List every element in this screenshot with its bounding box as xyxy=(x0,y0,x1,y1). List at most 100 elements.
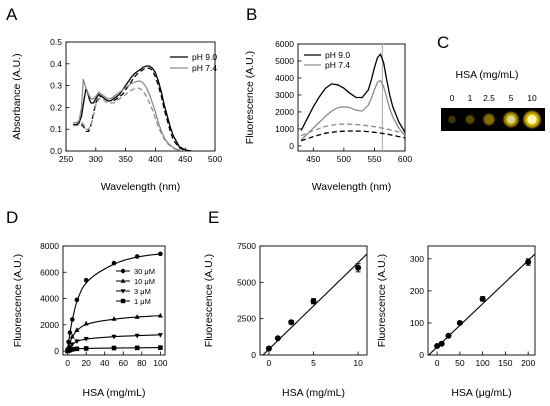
y-tick-label: 2000 xyxy=(40,320,59,330)
titration-point xyxy=(157,312,163,318)
y-tick-label: 0.1 xyxy=(50,124,62,134)
x-tick-label: 300 xyxy=(89,154,103,164)
x-tick-label: 500 xyxy=(337,154,351,164)
panel-letter-b: B xyxy=(246,5,257,24)
y-tick-label: 100 xyxy=(410,318,424,328)
hsa-titration-chart: 0 20 40 60 80 100 0 2000 4000 6000 8000 HSA (mg/mL)… xyxy=(12,241,168,399)
well-spot xyxy=(447,114,457,125)
fluorescence-series-line xyxy=(300,130,405,142)
legend-label: 10 μM xyxy=(134,277,155,286)
titration-point xyxy=(157,333,163,338)
titration-point xyxy=(74,297,80,303)
y-axis-label: Fluorescence (A.U.) xyxy=(244,51,256,144)
y-tick-label: 1000 xyxy=(275,124,294,134)
hsa-concentration-label: 2.5 xyxy=(483,93,495,103)
y-tick-label: 0 xyxy=(54,346,59,356)
x-axis-label: HSA (mg/mL) xyxy=(282,387,345,399)
y-tick-label: 8000 xyxy=(40,241,59,251)
x-tick-label: 0 xyxy=(435,358,440,368)
absorbance-series-line xyxy=(73,87,186,151)
legend-label: pH 9.0 xyxy=(325,50,350,60)
x-tick-label: 40 xyxy=(100,358,110,368)
x-tick-label: 0 xyxy=(65,358,70,368)
plot-frame xyxy=(297,43,406,152)
x-axis-label: Wavelength (nm) xyxy=(312,181,392,193)
y-tick-label: 5000 xyxy=(237,277,256,287)
calibration-ug-chart: 0 50 100 150 200 0 100 200 300 HSA (μg/mL) Fluores… xyxy=(376,245,536,399)
titration-point xyxy=(67,330,73,335)
titration-point xyxy=(69,317,75,322)
y-axis-label: Fluorescence (A.U.) xyxy=(376,254,388,347)
calibration-fit-line xyxy=(428,253,535,355)
fluorescence-spectra-chart: 450 500 550 6000100020003000400050006000Wav… xyxy=(244,39,412,193)
legend-label: pH 7.4 xyxy=(325,60,350,70)
x-tick-label: 250 xyxy=(59,154,73,164)
panel-letter-d: D xyxy=(6,208,18,227)
well-spot xyxy=(501,110,521,129)
x-tick-label: 100 xyxy=(153,358,167,368)
hsa-concentration-label: 0 xyxy=(450,93,455,103)
fluorescence-series-line xyxy=(300,123,405,137)
x-tick-label: 80 xyxy=(137,358,147,368)
x-tick-label: 60 xyxy=(119,358,129,368)
x-tick-label: 400 xyxy=(148,154,162,164)
x-tick-label: 500 xyxy=(208,154,222,164)
titration-point xyxy=(74,327,80,332)
hsa-concentration-label: 10 xyxy=(527,93,537,103)
y-tick-label: 0 xyxy=(289,141,294,151)
legend-label: 30 μM xyxy=(134,267,155,276)
x-tick-label: 600 xyxy=(398,154,412,164)
hsa-photo-title: HSA (mg/mL) xyxy=(455,69,518,81)
well-spot xyxy=(464,113,476,126)
titration-fit-curve xyxy=(67,315,161,351)
titration-point xyxy=(69,333,75,339)
x-tick-label: 450 xyxy=(178,154,192,164)
well-core xyxy=(506,115,516,124)
well-core xyxy=(486,116,492,123)
titration-point xyxy=(134,345,140,351)
y-tick-label: 0.3 xyxy=(50,81,62,91)
legend-marker xyxy=(120,268,126,274)
titration-point xyxy=(134,333,140,339)
calibration-point xyxy=(445,332,452,339)
fluorescence-series-line xyxy=(300,52,405,133)
y-tick-label: 2000 xyxy=(275,107,294,117)
plot-frame xyxy=(427,245,536,356)
titration-point xyxy=(83,277,89,283)
titration-point xyxy=(111,345,117,351)
y-tick-label: 200 xyxy=(410,286,424,296)
x-tick-label: 5 xyxy=(311,358,316,368)
x-tick-label: 350 xyxy=(119,154,133,164)
calibration-point xyxy=(288,319,295,326)
titration-point xyxy=(83,320,89,326)
y-tick-label: 4000 xyxy=(275,73,294,83)
y-tick-label: 5000 xyxy=(275,56,294,66)
y-tick-label: 0.0 xyxy=(50,146,62,156)
well-core xyxy=(467,117,473,122)
calibration-point xyxy=(456,319,463,326)
x-tick-label: 20 xyxy=(81,358,91,368)
legend-label: pH 9.0 xyxy=(192,52,217,62)
y-tick-label: 0 xyxy=(419,350,424,360)
titration-point xyxy=(134,314,140,319)
y-tick-label: 4000 xyxy=(40,294,59,304)
titration-point xyxy=(74,339,80,344)
well-spot xyxy=(481,112,497,127)
fluorescence-series-line xyxy=(300,79,405,141)
calibration-mg-chart: 0 5 10 0 2500 5000 7500 HSA (mg/mL) Fluorescence… xyxy=(203,241,368,399)
well-spot xyxy=(521,109,543,130)
titration-point xyxy=(111,334,117,340)
hsa-concentration-label: 5 xyxy=(509,93,514,103)
y-tick-label: 3000 xyxy=(275,90,294,100)
panel-letter-c: C xyxy=(437,33,449,52)
x-tick-label: 0 xyxy=(267,358,272,368)
well-core xyxy=(450,117,454,122)
calibration-point xyxy=(274,335,281,342)
titration-point xyxy=(83,346,89,351)
calibration-point xyxy=(525,259,532,266)
titration-point xyxy=(67,345,73,350)
y-axis-label: Absorbance (A.U.) xyxy=(11,53,23,139)
legend-label: pH 7.4 xyxy=(192,63,217,73)
titration-point xyxy=(69,342,75,347)
absorbance-series-line xyxy=(73,78,186,151)
